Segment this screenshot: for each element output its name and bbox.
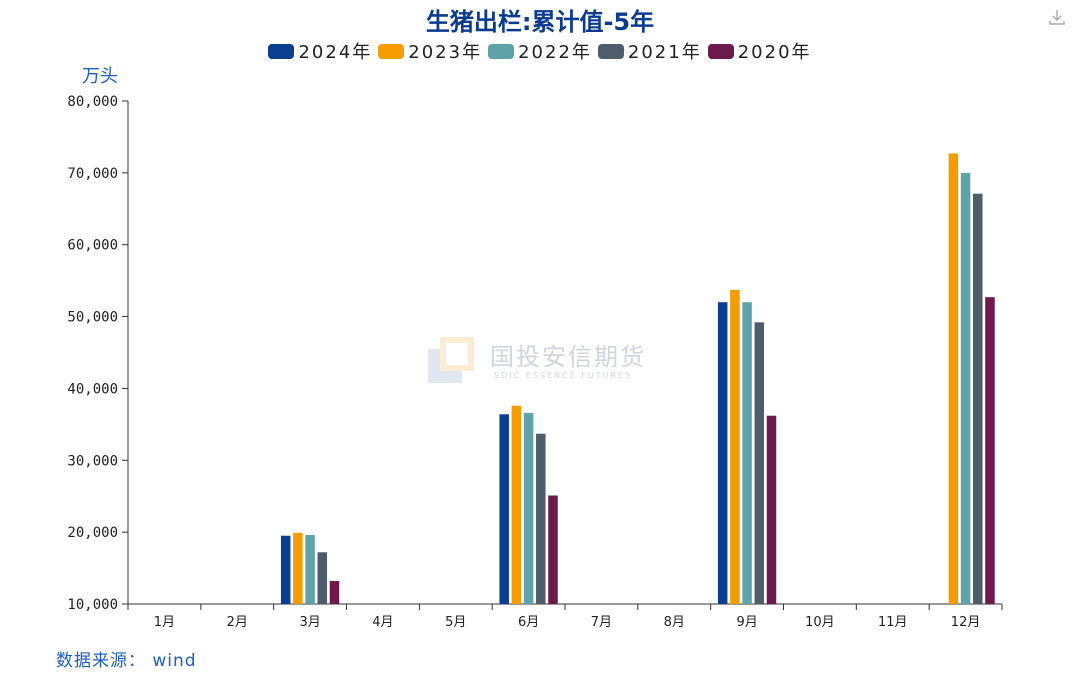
legend-item[interactable]: 2021年 <box>597 38 702 64</box>
y-tick-label: 20,000 <box>67 525 118 541</box>
legend-swatch <box>268 43 295 59</box>
bar <box>754 322 765 604</box>
bar <box>499 414 509 604</box>
legend-swatch <box>597 43 624 59</box>
x-tick-label: 7月 <box>591 615 612 630</box>
bar <box>305 535 315 604</box>
y-tick-label: 80,000 <box>67 94 118 110</box>
y-tick-label: 10,000 <box>67 597 118 613</box>
x-tick-label: 3月 <box>299 615 320 630</box>
x-tick-label: 12月 <box>951 615 981 630</box>
y-tick-label: 40,000 <box>67 381 118 397</box>
watermark-logo <box>428 337 474 383</box>
bar <box>536 433 546 604</box>
source-note: 数据来源： wind <box>56 651 197 671</box>
legend-item[interactable]: 2020年 <box>707 38 812 64</box>
legend-label: 2023年 <box>408 42 483 63</box>
x-tick-label: 6月 <box>518 615 539 630</box>
legend-swatch <box>378 43 405 59</box>
watermark-text: 国投安信期货 <box>490 343 646 371</box>
watermark: 国投安信期货 SDIC ESSENCE FUTURES <box>428 337 668 387</box>
x-tick-label: 4月 <box>372 615 393 630</box>
bar <box>717 302 728 604</box>
bar <box>973 193 983 604</box>
legend-item[interactable]: 2022年 <box>488 38 592 64</box>
legend-item[interactable]: 2023年 <box>378 38 482 64</box>
y-axis-unit: 万头 <box>82 66 118 87</box>
bar <box>317 552 328 604</box>
y-tick-label: 50,000 <box>67 310 118 326</box>
bar <box>985 297 995 604</box>
legend-swatch <box>707 43 734 59</box>
bar <box>511 405 522 604</box>
y-tick-label: 70,000 <box>67 166 118 182</box>
legend: 2024年 2023年 2022年 2021年 2020年 <box>0 38 1080 64</box>
bar <box>523 412 534 604</box>
bar <box>293 532 303 604</box>
legend-swatch <box>488 43 515 59</box>
x-tick-label: 10月 <box>805 615 835 630</box>
bar <box>280 535 291 604</box>
y-tick-label: 60,000 <box>67 238 118 254</box>
bar <box>329 581 340 604</box>
bar <box>948 153 959 604</box>
chart-title: 生猪出栏:累计值-5年 <box>425 8 655 36</box>
download-icon[interactable] <box>1048 8 1066 26</box>
bar <box>960 172 971 604</box>
legend-item[interactable]: 2024年 <box>268 38 372 64</box>
x-tick-label: 8月 <box>664 615 685 630</box>
x-tick-label: 5月 <box>445 615 466 630</box>
x-tick-label: 9月 <box>736 615 757 630</box>
bar <box>766 415 777 604</box>
bar <box>548 495 558 604</box>
legend-label: 2024年 <box>298 42 373 63</box>
watermark-subtext: SDIC ESSENCE FUTURES <box>494 371 633 380</box>
bar <box>730 289 740 604</box>
x-tick-label: 1月 <box>154 615 175 630</box>
x-tick-label: 11月 <box>878 615 908 630</box>
legend-label: 2022年 <box>518 42 592 63</box>
y-tick-label: 30,000 <box>67 453 118 469</box>
x-tick-label: 2月 <box>227 615 248 630</box>
legend-label: 2021年 <box>627 42 702 63</box>
legend-label: 2020年 <box>737 42 812 63</box>
bar <box>742 302 752 604</box>
